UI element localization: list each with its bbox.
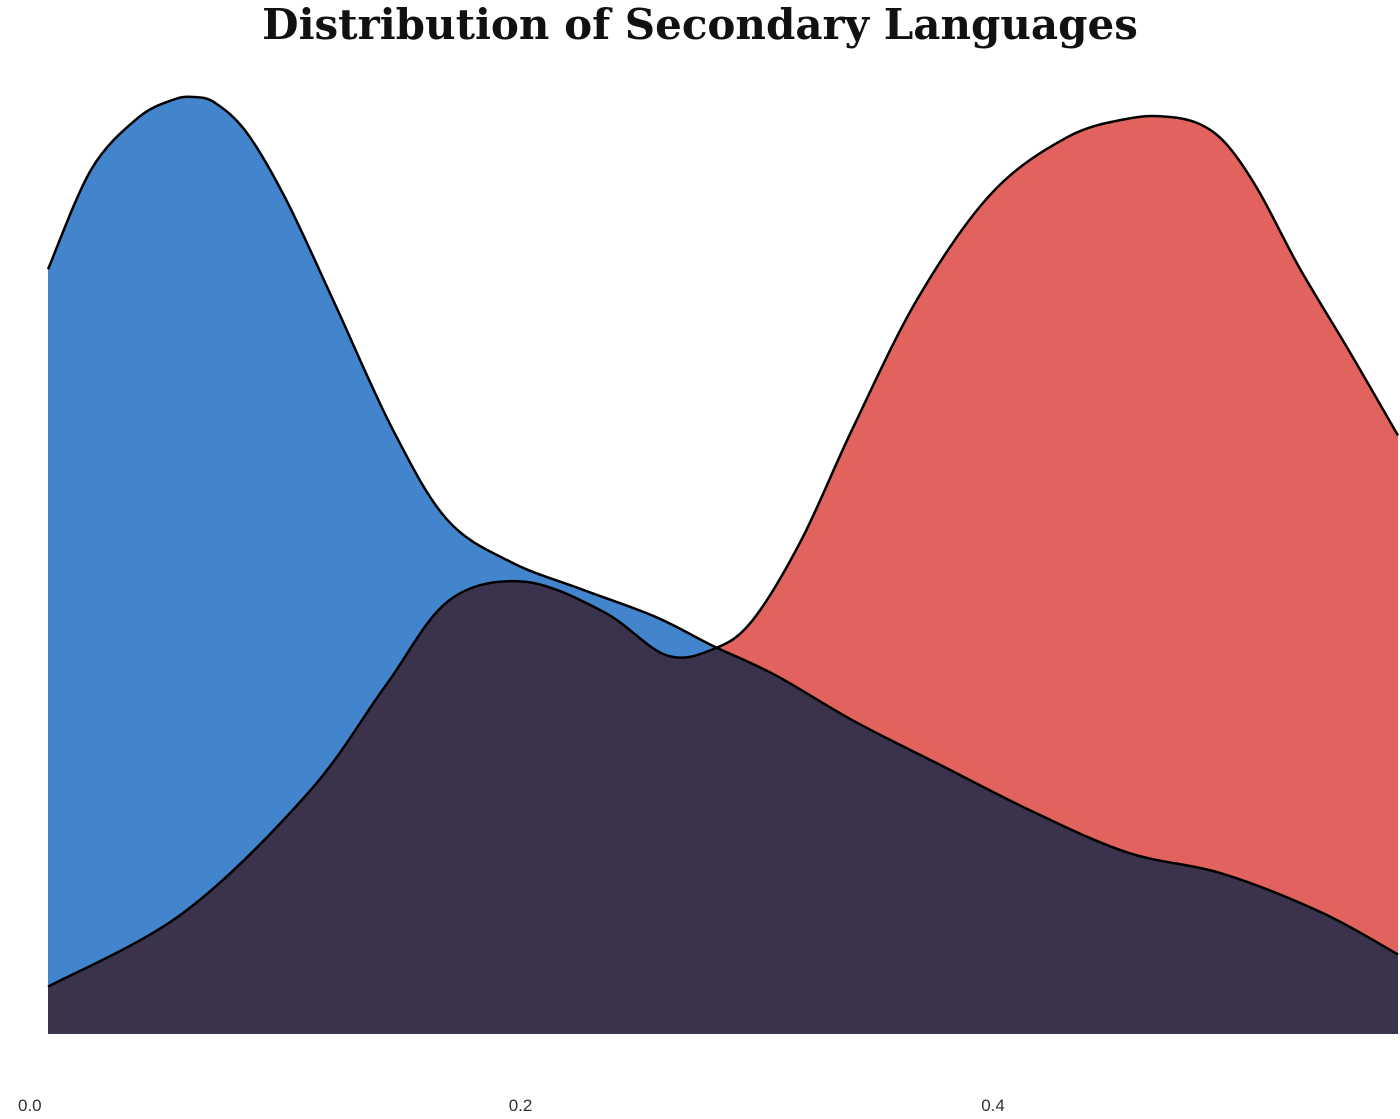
x-tick-label: 0.4 bbox=[981, 1096, 1005, 1115]
density-outlines bbox=[46, 95, 1400, 988]
x-tick-label: 0.2 bbox=[509, 1096, 533, 1115]
density-area-2 bbox=[48, 115, 1398, 1035]
x-tick-label: 0.0 bbox=[18, 1096, 42, 1115]
density-outline-1 bbox=[46, 95, 1399, 956]
chart-title: Distribution of Secondary Languages bbox=[262, 0, 1138, 49]
density-outline-2 bbox=[47, 114, 1400, 988]
x-axis-ticks: 0.0 0.2 0.4 bbox=[18, 1096, 1005, 1115]
density-areas bbox=[48, 96, 1398, 1035]
